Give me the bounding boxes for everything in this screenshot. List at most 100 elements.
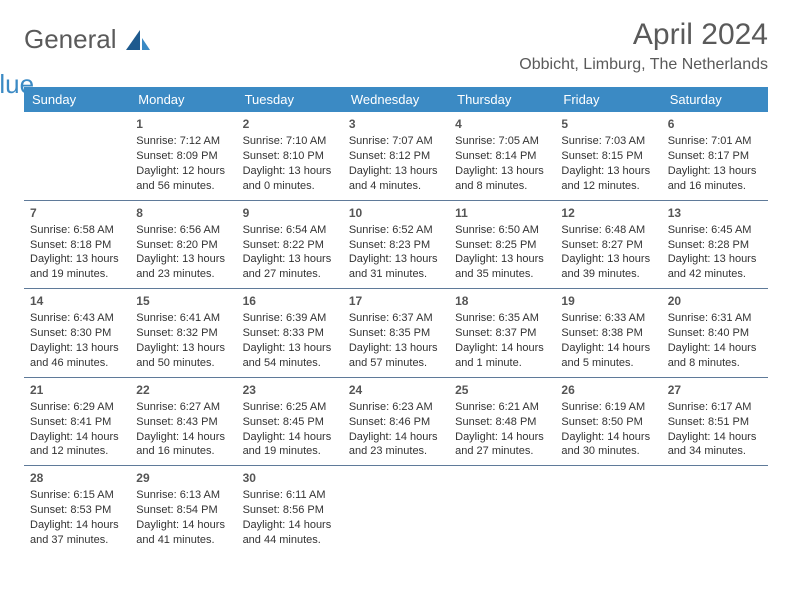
daylight-line2: and 31 minutes. [349, 267, 443, 282]
sunset-text: Sunset: 8:33 PM [243, 326, 337, 341]
daylight-line2: and 41 minutes. [136, 533, 230, 548]
sunrise-text: Sunrise: 6:25 AM [243, 400, 337, 415]
sunset-text: Sunset: 8:43 PM [136, 415, 230, 430]
sunset-text: Sunset: 8:17 PM [668, 149, 762, 164]
daylight-line1: Daylight: 13 hours [349, 164, 443, 179]
daylight-line1: Daylight: 12 hours [136, 164, 230, 179]
daylight-line2: and 8 minutes. [455, 179, 549, 194]
calendar-day-cell: 11Sunrise: 6:50 AMSunset: 8:25 PMDayligh… [449, 200, 555, 289]
sunset-text: Sunset: 8:50 PM [561, 415, 655, 430]
sunrise-text: Sunrise: 6:35 AM [455, 311, 549, 326]
logo: General Blue [24, 18, 150, 77]
daylight-line2: and 19 minutes. [243, 444, 337, 459]
weekday-header-row: Sunday Monday Tuesday Wednesday Thursday… [24, 87, 768, 112]
sunrise-text: Sunrise: 6:13 AM [136, 488, 230, 503]
day-number: 12 [561, 205, 655, 221]
calendar-day-cell: 13Sunrise: 6:45 AMSunset: 8:28 PMDayligh… [662, 200, 768, 289]
calendar-day-cell: 20Sunrise: 6:31 AMSunset: 8:40 PMDayligh… [662, 289, 768, 378]
sunrise-text: Sunrise: 6:19 AM [561, 400, 655, 415]
day-number: 10 [349, 205, 443, 221]
calendar-day-cell: 4Sunrise: 7:05 AMSunset: 8:14 PMDaylight… [449, 112, 555, 200]
sunset-text: Sunset: 8:22 PM [243, 238, 337, 253]
daylight-line1: Daylight: 13 hours [455, 252, 549, 267]
calendar-day-cell: 29Sunrise: 6:13 AMSunset: 8:54 PMDayligh… [130, 466, 236, 554]
daylight-line2: and 8 minutes. [668, 356, 762, 371]
daylight-line1: Daylight: 14 hours [136, 430, 230, 445]
sunset-text: Sunset: 8:51 PM [668, 415, 762, 430]
daylight-line1: Daylight: 14 hours [30, 430, 124, 445]
sunrise-text: Sunrise: 6:58 AM [30, 223, 124, 238]
daylight-line1: Daylight: 13 hours [136, 252, 230, 267]
sunrise-text: Sunrise: 7:07 AM [349, 134, 443, 149]
page-title: April 2024 [519, 18, 768, 52]
daylight-line1: Daylight: 14 hours [668, 430, 762, 445]
calendar-day-cell [343, 466, 449, 554]
sunset-text: Sunset: 8:27 PM [561, 238, 655, 253]
calendar-day-cell: 7Sunrise: 6:58 AMSunset: 8:18 PMDaylight… [24, 200, 130, 289]
sunrise-text: Sunrise: 7:10 AM [243, 134, 337, 149]
sunrise-text: Sunrise: 6:37 AM [349, 311, 443, 326]
sunset-text: Sunset: 8:25 PM [455, 238, 549, 253]
weekday-header: Wednesday [343, 87, 449, 112]
calendar-day-cell: 14Sunrise: 6:43 AMSunset: 8:30 PMDayligh… [24, 289, 130, 378]
sunrise-text: Sunrise: 6:17 AM [668, 400, 762, 415]
daylight-line2: and 42 minutes. [668, 267, 762, 282]
calendar-day-cell [555, 466, 661, 554]
sunrise-text: Sunrise: 6:56 AM [136, 223, 230, 238]
daylight-line1: Daylight: 14 hours [561, 430, 655, 445]
sunrise-text: Sunrise: 6:48 AM [561, 223, 655, 238]
daylight-line2: and 27 minutes. [455, 444, 549, 459]
sunset-text: Sunset: 8:32 PM [136, 326, 230, 341]
daylight-line1: Daylight: 13 hours [455, 164, 549, 179]
daylight-line2: and 19 minutes. [30, 267, 124, 282]
sunset-text: Sunset: 8:45 PM [243, 415, 337, 430]
sunrise-text: Sunrise: 7:12 AM [136, 134, 230, 149]
sunrise-text: Sunrise: 6:41 AM [136, 311, 230, 326]
sunset-text: Sunset: 8:54 PM [136, 503, 230, 518]
sunrise-text: Sunrise: 6:52 AM [349, 223, 443, 238]
calendar-day-cell: 17Sunrise: 6:37 AMSunset: 8:35 PMDayligh… [343, 289, 449, 378]
weekday-header: Friday [555, 87, 661, 112]
sunrise-text: Sunrise: 6:29 AM [30, 400, 124, 415]
header: General Blue April 2024 Obbicht, Limburg… [24, 18, 768, 77]
daylight-line2: and 34 minutes. [668, 444, 762, 459]
weekday-header: Thursday [449, 87, 555, 112]
sunset-text: Sunset: 8:46 PM [349, 415, 443, 430]
sunset-text: Sunset: 8:15 PM [561, 149, 655, 164]
location-subtitle: Obbicht, Limburg, The Netherlands [519, 56, 768, 74]
day-number: 28 [30, 470, 124, 486]
day-number: 15 [136, 293, 230, 309]
sunrise-text: Sunrise: 6:33 AM [561, 311, 655, 326]
sunset-text: Sunset: 8:30 PM [30, 326, 124, 341]
daylight-line2: and 16 minutes. [136, 444, 230, 459]
daylight-line1: Daylight: 13 hours [30, 252, 124, 267]
day-number: 22 [136, 382, 230, 398]
calendar-day-cell: 26Sunrise: 6:19 AMSunset: 8:50 PMDayligh… [555, 377, 661, 466]
day-number: 21 [30, 382, 124, 398]
day-number: 13 [668, 205, 762, 221]
daylight-line1: Daylight: 14 hours [455, 341, 549, 356]
calendar-day-cell: 1Sunrise: 7:12 AMSunset: 8:09 PMDaylight… [130, 112, 236, 200]
sunrise-text: Sunrise: 6:27 AM [136, 400, 230, 415]
daylight-line1: Daylight: 13 hours [243, 164, 337, 179]
day-number: 20 [668, 293, 762, 309]
daylight-line2: and 27 minutes. [243, 267, 337, 282]
sunrise-text: Sunrise: 7:01 AM [668, 134, 762, 149]
daylight-line2: and 56 minutes. [136, 179, 230, 194]
calendar-day-cell: 16Sunrise: 6:39 AMSunset: 8:33 PMDayligh… [237, 289, 343, 378]
day-number: 18 [455, 293, 549, 309]
daylight-line1: Daylight: 14 hours [243, 430, 337, 445]
day-number: 23 [243, 382, 337, 398]
sunrise-text: Sunrise: 6:15 AM [30, 488, 124, 503]
sunset-text: Sunset: 8:35 PM [349, 326, 443, 341]
daylight-line2: and 30 minutes. [561, 444, 655, 459]
daylight-line2: and 16 minutes. [668, 179, 762, 194]
logo-sail-icon [126, 30, 150, 50]
daylight-line2: and 37 minutes. [30, 533, 124, 548]
calendar-day-cell: 27Sunrise: 6:17 AMSunset: 8:51 PMDayligh… [662, 377, 768, 466]
day-number: 7 [30, 205, 124, 221]
calendar-day-cell: 8Sunrise: 6:56 AMSunset: 8:20 PMDaylight… [130, 200, 236, 289]
sunset-text: Sunset: 8:28 PM [668, 238, 762, 253]
calendar-day-cell [662, 466, 768, 554]
day-number: 19 [561, 293, 655, 309]
